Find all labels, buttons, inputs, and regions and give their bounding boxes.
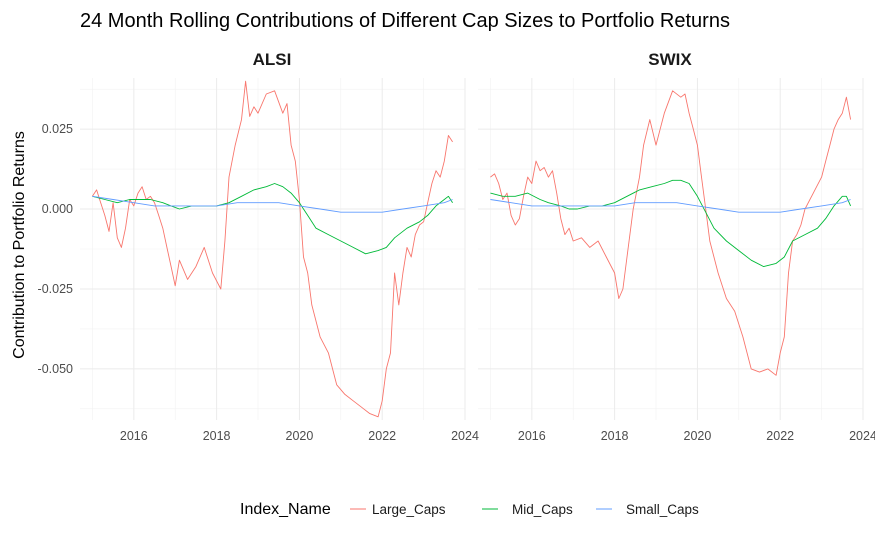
x-tick-label: 2020	[286, 429, 314, 443]
series-line-small-caps	[92, 195, 453, 213]
legend-label-large-caps: Large_Caps	[372, 502, 446, 517]
x-tick-label: 2018	[203, 429, 231, 443]
legend-label-small-caps: Small_Caps	[626, 502, 699, 517]
y-tick-label: -0.050	[38, 362, 73, 376]
x-tick-label: 2020	[684, 429, 712, 443]
y-axis-title: Contribution to Portfolio Returns	[11, 131, 28, 359]
x-tick-label: 2024	[849, 429, 875, 443]
x-tick-label: 2016	[120, 429, 148, 443]
series-line-small-caps	[490, 199, 851, 213]
series-line-mid-caps	[92, 183, 453, 255]
panel-alsi: 2016 2018 2020 2022 2024	[80, 78, 479, 443]
x-tick-label: 2022	[766, 429, 794, 443]
legend: Index_Name Large_Caps Mid_Caps Small_Cap…	[240, 501, 699, 518]
y-tick-label: 0.000	[42, 202, 73, 216]
x-tick-label: 2024	[451, 429, 479, 443]
panel-title-alsi: ALSI	[253, 50, 292, 69]
y-tick-labels: 0.025 0.000 -0.025 -0.050	[38, 122, 74, 376]
chart-title: 24 Month Rolling Contributions of Differ…	[80, 10, 730, 32]
legend-label-mid-caps: Mid_Caps	[512, 502, 573, 517]
panel-swix: 2016 2018 2020 2022 2024	[478, 78, 875, 443]
panel-title-swix: SWIX	[648, 50, 692, 69]
series-line-large-caps	[92, 80, 453, 418]
x-tick-label: 2016	[518, 429, 546, 443]
legend-title: Index_Name	[240, 501, 331, 518]
y-tick-label: -0.025	[38, 282, 73, 296]
x-tick-label: 2022	[368, 429, 396, 443]
series-line-mid-caps	[490, 179, 852, 268]
x-tick-label: 2018	[601, 429, 629, 443]
y-tick-label: 0.025	[42, 122, 73, 136]
series-line-large-caps	[490, 90, 852, 376]
